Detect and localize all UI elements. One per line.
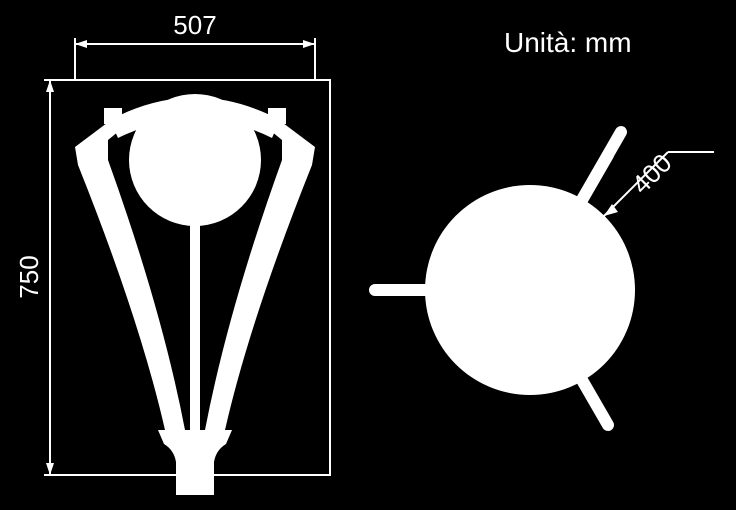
dimension-height-value: 750 [14,255,44,298]
unit-label: Unità: mm [504,27,632,58]
dimension-diameter-value: 400 [626,148,678,200]
center-pole [190,222,200,430]
base [158,430,232,495]
dimension-width [75,38,315,80]
top-globe [425,185,635,395]
technical-drawing: 507 750 [0,0,736,510]
lug-left [104,108,122,124]
dimension-width-value: 507 [173,10,216,40]
front-view: 507 750 [14,10,330,495]
globe [129,94,261,226]
lug-right [268,108,286,124]
top-view: 400 [375,132,714,425]
